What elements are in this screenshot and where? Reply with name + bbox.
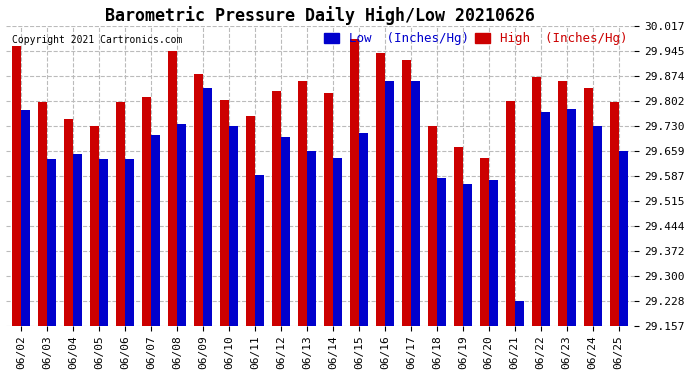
Bar — [220, 100, 229, 326]
Bar — [229, 126, 238, 326]
Bar — [125, 159, 134, 326]
Bar — [463, 184, 472, 326]
Bar — [307, 151, 316, 326]
Bar — [21, 111, 30, 326]
Bar — [47, 159, 56, 326]
Bar — [566, 109, 575, 326]
Bar — [194, 74, 203, 326]
Bar — [142, 96, 151, 326]
Text: Copyright 2021 Cartronics.com: Copyright 2021 Cartronics.com — [12, 35, 182, 45]
Bar — [619, 151, 628, 326]
Bar — [168, 51, 177, 326]
Bar — [531, 77, 541, 326]
Bar — [12, 46, 21, 326]
Bar — [428, 126, 437, 326]
Bar — [480, 158, 489, 326]
Bar — [489, 180, 498, 326]
Bar — [177, 124, 186, 326]
Bar — [350, 39, 359, 326]
Bar — [584, 88, 593, 326]
Bar — [402, 60, 411, 326]
Bar — [411, 81, 420, 326]
Bar — [73, 154, 82, 326]
Title: Barometric Pressure Daily High/Low 20210626: Barometric Pressure Daily High/Low 20210… — [105, 6, 535, 24]
Bar — [90, 126, 99, 326]
Bar — [609, 102, 619, 326]
Bar — [593, 126, 602, 326]
Bar — [359, 133, 368, 326]
Bar — [38, 102, 47, 326]
Bar — [558, 81, 566, 326]
Bar — [506, 101, 515, 326]
Bar — [116, 102, 125, 326]
Bar — [281, 136, 290, 326]
Bar — [298, 81, 307, 326]
Bar — [203, 88, 212, 326]
Bar — [255, 175, 264, 326]
Bar — [376, 53, 385, 326]
Bar — [246, 116, 255, 326]
Bar — [99, 159, 108, 326]
Bar — [385, 81, 394, 326]
Bar — [272, 91, 281, 326]
Bar — [515, 301, 524, 326]
Bar — [151, 135, 160, 326]
Bar — [437, 178, 446, 326]
Bar — [333, 158, 342, 326]
Bar — [454, 147, 463, 326]
Legend: Low  (Inches/Hg), High  (Inches/Hg): Low (Inches/Hg), High (Inches/Hg) — [324, 32, 628, 45]
Bar — [64, 119, 73, 326]
Bar — [324, 93, 333, 326]
Bar — [541, 112, 550, 326]
